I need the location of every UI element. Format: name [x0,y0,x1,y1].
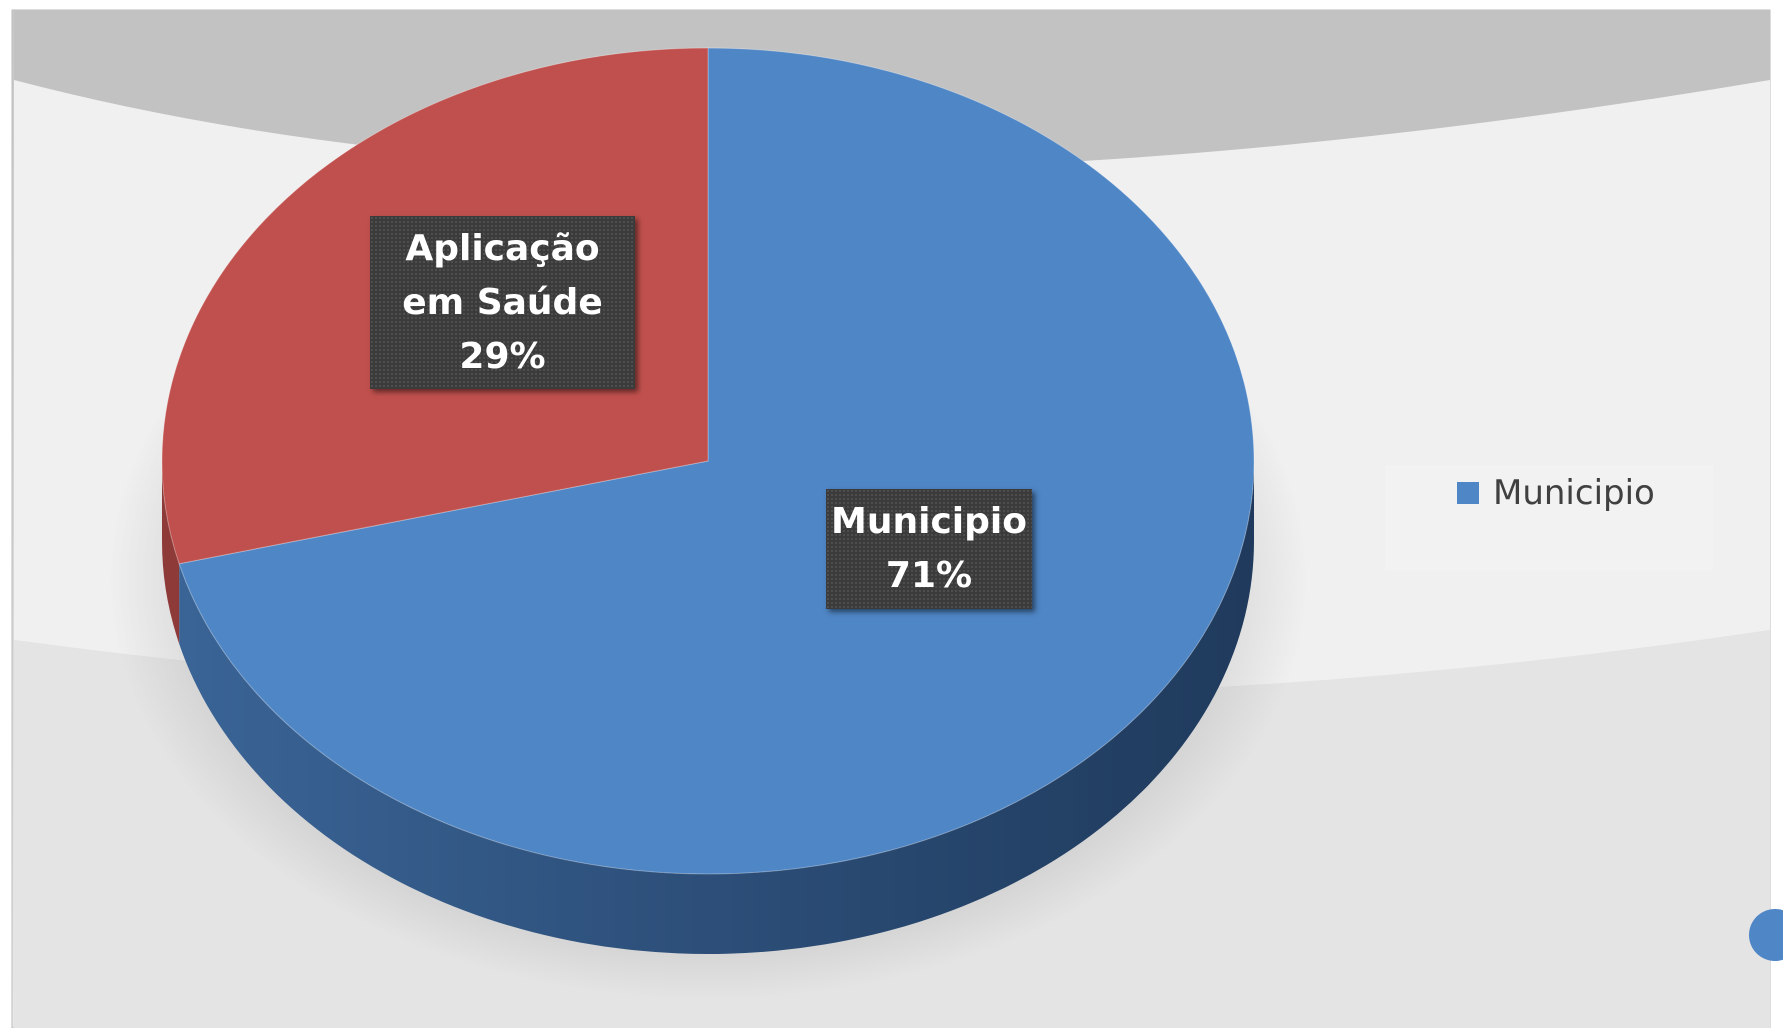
data-label: Municipio 71% [826,489,1032,609]
label-category: Aplicação em Saúde [402,227,603,323]
slice-side [162,461,180,644]
data-label: Aplicação em Saúde 29% [370,216,635,389]
label-value: 29% [459,335,546,377]
decoration [1749,909,1783,961]
slice [178,47,1255,875]
legend: Municipio [1385,465,1713,571]
legend-item: Municipio [1457,473,1655,513]
slice-side [179,461,1255,955]
label-category: Municipio [831,501,1027,542]
legend-label: Municipio [1493,473,1655,513]
label-value: 71% [885,555,973,596]
legend-swatch [1457,482,1479,504]
